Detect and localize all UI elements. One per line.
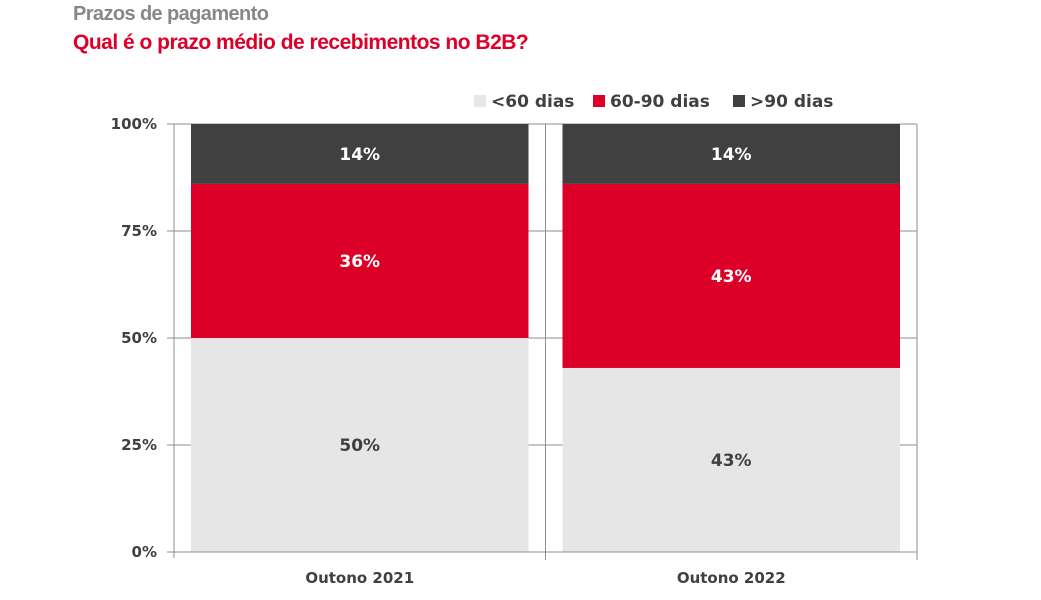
- bar-segment-90-dias-1: [191, 124, 529, 184]
- y-tick-label: 100%: [111, 115, 157, 133]
- y-tick-label: 75%: [121, 222, 157, 240]
- legend-swatch-60-90-dias: [593, 95, 605, 107]
- bar-segment-60-dias-1: [191, 338, 529, 552]
- x-tick-label: Outono 2022: [677, 569, 786, 587]
- y-tick-label: 25%: [121, 436, 157, 454]
- bar-segment-90-dias-2: [562, 124, 900, 184]
- chart-title: Prazos de pagamento: [73, 3, 269, 25]
- data-label-90-dias-1: 14%: [339, 145, 380, 165]
- y-tick-label: 0%: [132, 543, 157, 561]
- legend-label-90-dias: >90 dias: [750, 92, 833, 112]
- x-tick-label: Outono 2021: [305, 569, 414, 587]
- legend-swatch-60-dias: [474, 95, 486, 107]
- legend-swatch-90-dias: [733, 95, 745, 107]
- data-label-60-90-dias-2: 43%: [711, 267, 752, 287]
- data-label-60-90-dias-1: 36%: [339, 252, 380, 272]
- data-label-60-dias-2: 43%: [711, 451, 752, 471]
- bar-segment-60-dias-2: [562, 367, 900, 552]
- y-tick-label: 50%: [121, 329, 157, 347]
- bar-segment-60-90-dias-1: [191, 183, 529, 338]
- bar-segment-60-90-dias-2: [562, 183, 900, 368]
- chart-subtitle: Qual é o prazo médio de recebimentos no …: [73, 31, 529, 54]
- legend-label-60-90-dias: 60-90 dias: [610, 92, 710, 112]
- data-label-90-dias-2: 14%: [711, 145, 752, 165]
- data-label-60-dias-1: 50%: [339, 436, 380, 456]
- legend-label-60-dias: <60 dias: [491, 92, 574, 112]
